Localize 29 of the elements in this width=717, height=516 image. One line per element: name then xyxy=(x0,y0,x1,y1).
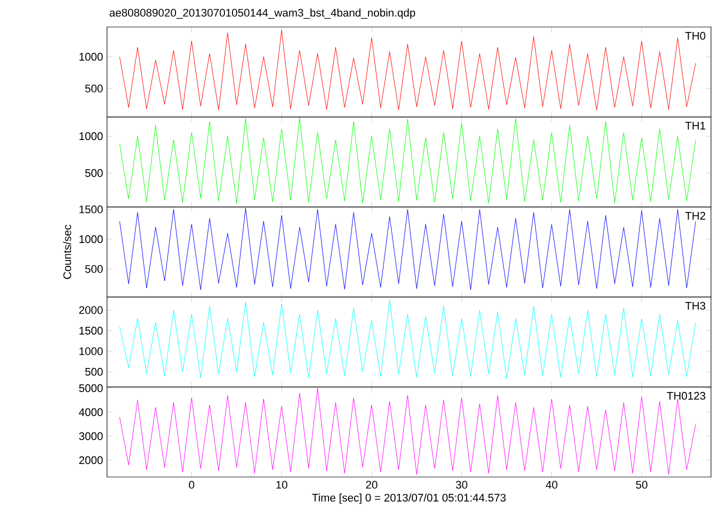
y-tick-label: 1500 xyxy=(80,205,103,214)
y-tick-label: 500 xyxy=(85,368,103,376)
y-tick-label: 1000 xyxy=(80,52,103,61)
y-tick-label: 3000 xyxy=(79,432,103,440)
y-tick-label: 500 xyxy=(85,84,103,92)
series-label: TH3 xyxy=(685,302,706,310)
y-tick-label: 500 xyxy=(85,169,103,177)
x-tick-label: 20 xyxy=(366,480,378,489)
x-tick-label: 0 xyxy=(188,480,194,489)
y-tick-label: 2000 xyxy=(79,306,103,314)
y-tick-label: 1000 xyxy=(80,235,103,244)
chart-title: ae808089020_20130701050144_wam3_bst_4band_nobin.qdp xyxy=(110,8,416,19)
series-label: TH0123 xyxy=(666,392,706,400)
x-tick-label: 50 xyxy=(636,480,648,489)
series-label: TH1 xyxy=(685,122,706,130)
y-tick-label: 4000 xyxy=(78,408,103,416)
y-axis-title: Counts/sec xyxy=(63,224,72,279)
x-tick-label: 40 xyxy=(546,480,558,489)
x-axis-title: Time [sec] 0 = 2013/07/01 05:01:44.573 xyxy=(312,494,506,504)
y-tick-label: 1500 xyxy=(80,326,103,335)
x-tick-label: 10 xyxy=(276,480,288,489)
y-tick-label: 5000 xyxy=(79,384,103,392)
series-label: TH2 xyxy=(685,212,706,220)
x-tick-label: 30 xyxy=(456,480,468,489)
series-label: TH0 xyxy=(685,32,706,40)
y-tick-label: 2000 xyxy=(79,456,103,464)
y-tick-label: 500 xyxy=(85,265,103,273)
y-tick-label: 1000 xyxy=(80,132,103,140)
y-tick-label: 1000 xyxy=(80,347,103,356)
